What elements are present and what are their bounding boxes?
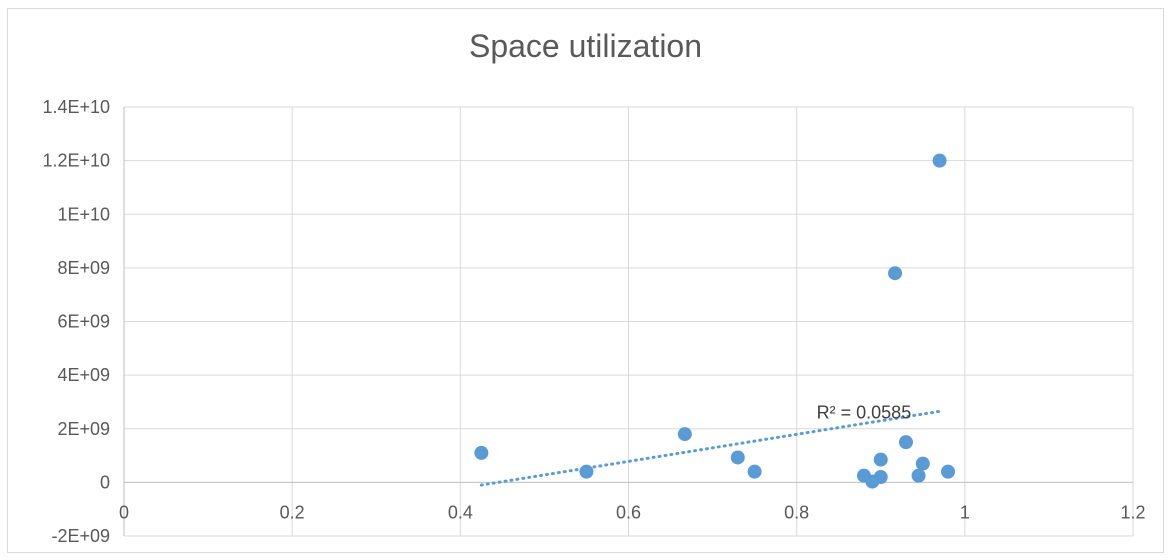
r-squared-label: R² = 0.0585 [817,403,912,423]
data-point [941,465,955,479]
data-point [899,435,913,449]
gridlines [124,107,1133,536]
y-tick-label: 1.4E+10 [42,97,110,117]
y-tick-label: 1.2E+10 [42,151,110,171]
y-tick-label: 1E+10 [57,204,110,224]
x-tick-label: 0 [119,502,129,522]
data-point [916,457,930,471]
data-point [579,465,593,479]
y-tick-label: 2E+09 [57,419,110,439]
data-point [933,154,947,168]
annotations: R² = 0.0585 [817,403,912,423]
data-point [874,453,888,467]
data-point [912,469,926,483]
x-tick-label: 1 [960,502,970,522]
y-tick-label: 6E+09 [57,312,110,332]
data-point [748,465,762,479]
data-point [678,427,692,441]
y-tick-label: -2E+09 [51,526,110,546]
data-point [874,470,888,484]
y-tick-label: 8E+09 [57,258,110,278]
data-point [888,266,902,280]
x-tick-label: 0.2 [280,502,305,522]
data-point [731,450,745,464]
x-tick-label: 0.8 [784,502,809,522]
y-tick-label: 0 [100,472,110,492]
x-tick-label: 1.2 [1120,502,1145,522]
x-tick-label: 0.4 [448,502,473,522]
y-tick-label: 4E+09 [57,365,110,385]
data-point [474,446,488,460]
x-tick-label: 0.6 [616,502,641,522]
